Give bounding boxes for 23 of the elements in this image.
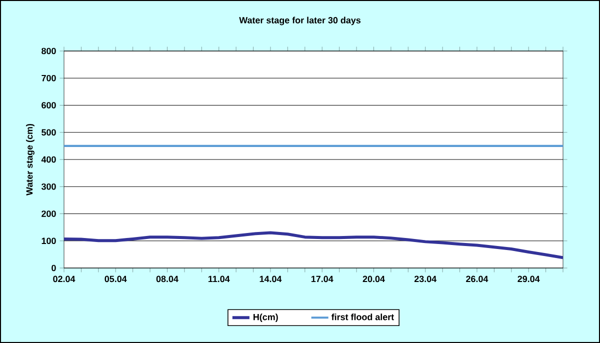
y-tick-label: 100 [42,238,56,244]
x-tick-label: 11.04 [208,276,230,282]
x-tick-label: 26.04 [466,276,488,282]
x-tick-label: 17.04 [311,276,334,282]
x-tick-label: 08.04 [156,276,178,282]
y-tick-label: 800 [42,48,56,54]
y-tick-label: 300 [41,183,56,190]
legend-label: H(cm) [254,314,278,322]
y-tick-label: 600 [42,102,56,108]
y-axis-title: Water stage (cm) [26,124,34,196]
x-tick-label: 14.04 [260,276,282,282]
legend-label: first flood alert [331,314,394,320]
y-tick-label: 200 [42,210,56,217]
x-tick-label: 20.04 [362,276,385,282]
x-tick-label: 29.04 [518,276,540,282]
chart-title: Water stage for later 30 days [239,16,361,26]
y-tick-label: 700 [42,74,56,82]
x-tick-label: 02.04 [53,276,76,282]
x-tick-label: 05.04 [104,276,127,282]
y-tick-label: 500 [42,129,56,136]
y-tick-label: 400 [41,156,56,163]
y-tick-label: 0 [52,264,56,272]
x-tick-label: 23.04 [414,276,437,282]
